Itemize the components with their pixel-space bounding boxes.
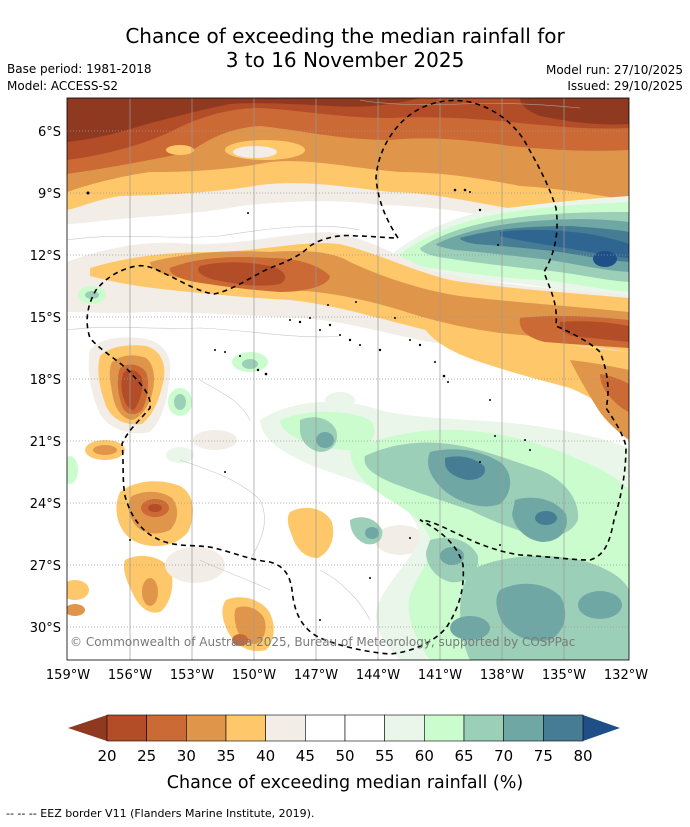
lat-label: 24°S bbox=[30, 497, 61, 512]
colorbar-tick-label: 55 bbox=[375, 747, 394, 765]
colorbar-tick-label: 70 bbox=[494, 747, 513, 765]
colorbar-tick-label: 25 bbox=[137, 747, 156, 765]
colorbar-segment bbox=[305, 714, 346, 742]
colorbar-segment bbox=[106, 714, 147, 742]
issued-text: Issued: 29/10/2025 bbox=[567, 79, 683, 93]
probability-field: © Commonwealth of Australia 2025, Bureau… bbox=[67, 98, 629, 660]
colorbar-segment bbox=[146, 714, 187, 742]
model-text: Model: ACCESS-S2 bbox=[7, 79, 119, 93]
colorbar-tick-label: 45 bbox=[296, 747, 315, 765]
colorbar-segment bbox=[384, 714, 425, 742]
colorbar-tick-label: 20 bbox=[97, 747, 116, 765]
colorbar-title: Chance of exceeding median rainfall (%) bbox=[167, 773, 523, 793]
lon-label: 138°W bbox=[480, 668, 524, 683]
colorbar-segment bbox=[186, 714, 227, 742]
lat-label: 12°S bbox=[30, 249, 61, 264]
eez-border-lines bbox=[86, 99, 627, 655]
lon-label: 141°W bbox=[418, 668, 462, 683]
lat-label: 9°S bbox=[38, 187, 61, 202]
colorbar-segment bbox=[265, 714, 306, 742]
colorbar-tick-label: 80 bbox=[573, 747, 592, 765]
lon-label: 150°W bbox=[232, 668, 276, 683]
colorbar-segment bbox=[424, 714, 465, 742]
map-title-line2: 3 to 16 November 2025 bbox=[225, 48, 465, 72]
colorbar-segment bbox=[503, 714, 544, 742]
colorbar-segment bbox=[543, 714, 584, 742]
colorbar-high-arrow bbox=[583, 715, 620, 741]
colorbar-tick-label: 75 bbox=[534, 747, 553, 765]
lat-label: 27°S bbox=[30, 559, 61, 574]
lon-label: 135°W bbox=[542, 668, 586, 683]
lat-label: 18°S bbox=[30, 373, 61, 388]
base-period-text: Base period: 1981-2018 bbox=[7, 62, 152, 76]
dry-patches bbox=[67, 286, 629, 652]
central-dry-band bbox=[67, 232, 629, 440]
lat-label: 21°S bbox=[30, 435, 61, 450]
colorbar-low-arrow bbox=[68, 715, 107, 741]
colorbar-tick-label: 60 bbox=[415, 747, 434, 765]
map-frame bbox=[66, 97, 630, 661]
map-title-line1: Chance of exceeding the median rainfall … bbox=[125, 24, 565, 48]
lon-label: 153°W bbox=[170, 668, 214, 683]
latitude-labels: 6°S 9°S 12°S 15°S 18°S 21°S 24°S 27°S 30… bbox=[30, 125, 61, 636]
colorbar-segment bbox=[225, 714, 266, 742]
colorbar-segment bbox=[344, 714, 385, 742]
island-specks bbox=[86, 188, 531, 621]
longitude-labels: 159°W 156°W 153°W 150°W 147°W 144°W 141°… bbox=[46, 668, 648, 683]
lon-label: 147°W bbox=[294, 668, 338, 683]
colorbar-tick-label: 65 bbox=[454, 747, 473, 765]
lon-label: 156°W bbox=[108, 668, 152, 683]
northern-dry-band bbox=[67, 98, 629, 232]
lat-label: 15°S bbox=[30, 311, 61, 326]
colorbar-tick-label: 35 bbox=[216, 747, 235, 765]
eez-legend-footer: -- -- -- EEZ border V11 (Flanders Marine… bbox=[6, 807, 315, 820]
lon-label: 132°W bbox=[604, 668, 648, 683]
colorbar-tick-label: 50 bbox=[335, 747, 354, 765]
lon-label: 159°W bbox=[46, 668, 90, 683]
map-copyright: © Commonwealth of Australia 2025, Bureau… bbox=[70, 635, 575, 649]
colorbar-segment bbox=[463, 714, 504, 742]
lat-label: 30°S bbox=[30, 621, 61, 636]
western-dry-spot bbox=[88, 337, 171, 434]
colorbar-tick-label: 40 bbox=[256, 747, 275, 765]
contour-lines bbox=[67, 99, 581, 621]
gridlines bbox=[67, 98, 629, 660]
lon-label: 144°W bbox=[356, 668, 400, 683]
lat-label: 6°S bbox=[38, 125, 61, 140]
colorbar-tick-label: 30 bbox=[177, 747, 196, 765]
model-run-text: Model run: 27/10/2025 bbox=[545, 63, 683, 77]
colorbar: 20 25 30 35 40 45 50 55 60 65 70 75 80 Chance of exc… bbox=[68, 714, 620, 793]
